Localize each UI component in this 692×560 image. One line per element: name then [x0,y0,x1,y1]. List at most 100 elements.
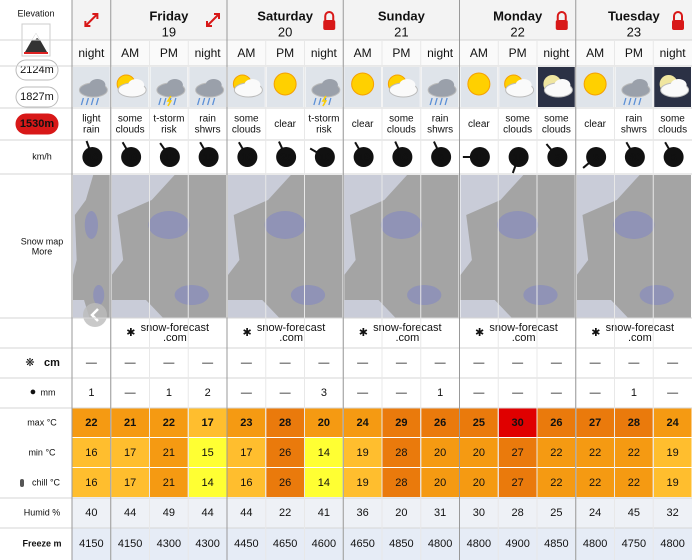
rain-value: — [667,387,678,399]
elevation-button[interactable] [15,113,59,135]
weather-text: rain shwrs [195,113,221,135]
weather-text: t-storm risk [153,113,184,135]
temp-cell [227,408,266,437]
map-precip [639,285,674,305]
text-line: clouds [658,124,687,135]
map-prev-button[interactable] [83,303,107,327]
rain-streak [212,97,216,106]
cloud [166,79,183,91]
text-line: clouds [387,124,416,135]
text-line: rain [199,113,216,124]
elevation-value[interactable]: 1530m [20,118,54,130]
map-sea [576,300,629,318]
rain-value: — [551,387,562,399]
day-name: Friday [149,8,189,23]
wind-speed: 10 [86,152,98,164]
row-label: min °C [28,447,56,457]
weather-text: clear [352,119,374,130]
temp-value: 28 [279,417,291,429]
rain-streak [444,97,448,106]
map-credit: snow-forecast .com [257,322,325,344]
weather-text: clear [468,119,490,130]
temp-cell [305,408,343,437]
temp-value: 16 [240,477,252,489]
day-date: 20 [278,24,292,39]
temp-value: 22 [628,447,640,459]
rain-value: — [241,387,252,399]
temp-value: 28 [395,477,407,489]
map-precip [290,285,326,305]
snow-map-more[interactable]: More [32,246,53,256]
temp-value: 22 [589,477,601,489]
snow-value: — [163,357,174,369]
temp-value: 26 [550,417,562,429]
map-precip [174,285,209,305]
temp-cell [150,408,188,437]
rain-streak [158,97,162,106]
map-sea [111,300,164,318]
temp-cell [615,468,653,497]
freeze-value: 4800 [583,538,607,550]
weather-text: some clouds [116,113,145,135]
temp-value: 19 [357,447,369,459]
snow-value: — [590,357,601,369]
rain-value: — [357,387,368,399]
temp-cell [576,438,614,467]
rain-icon: ● [30,386,37,398]
weather-text: some clouds [542,113,571,135]
row-label: cm [44,357,60,369]
temp-cell [421,408,459,437]
temp-value: 20 [473,447,485,459]
period-label: AM [586,46,604,60]
lock-body [323,20,336,30]
day-date: 21 [394,24,408,39]
elevation-button[interactable] [15,59,59,81]
weather-text: light rain [82,113,101,135]
cloud [399,79,416,91]
humid-value: 36 [357,507,369,519]
rain-value: 2 [205,387,211,399]
temp-cell [576,408,614,437]
lock-body [555,20,568,30]
credit-line: .com [395,332,419,344]
rain-streak [318,97,322,106]
text-line: t-storm [308,113,339,124]
wind-speed: 5 [438,152,444,164]
cloud [128,79,145,91]
snow-value: — [473,357,484,369]
credit-line: snow-forecast [257,322,325,334]
freeze-value: 4800 [660,538,684,550]
row-label: Freeze m [22,538,61,548]
temp-cell [111,408,149,437]
temp-cell [498,438,537,467]
day-name: Monday [493,8,543,23]
period-label: AM [121,46,139,60]
temp-value: 14 [318,447,330,459]
elevation-button[interactable] [15,86,59,108]
rain-value: 3 [321,387,327,399]
wind-speed: 10 [164,152,176,164]
temp-cell [305,438,343,467]
map-sea [576,175,640,275]
temp-cell [72,438,111,467]
text-line: clear [274,119,296,130]
temp-value: 14 [202,477,214,489]
text-line: rain [83,124,100,135]
day-date: 22 [510,24,524,39]
temp-cell [266,438,304,467]
humid-value: 44 [124,507,136,519]
rain-value: — [590,387,601,399]
elevation-value[interactable]: 2124m [20,64,54,76]
snow-value: — [280,357,291,369]
map-sea [460,175,524,275]
credit-line: .com [628,332,652,344]
temp-cell [188,468,227,497]
elevation-value[interactable]: 1827m [20,91,54,103]
text-line: rain [432,113,449,124]
temp-value: 20 [473,477,485,489]
temp-value: 23 [240,417,252,429]
rain-value: — [125,387,136,399]
rain-streak [85,97,89,106]
temp-value: 24 [357,417,370,429]
